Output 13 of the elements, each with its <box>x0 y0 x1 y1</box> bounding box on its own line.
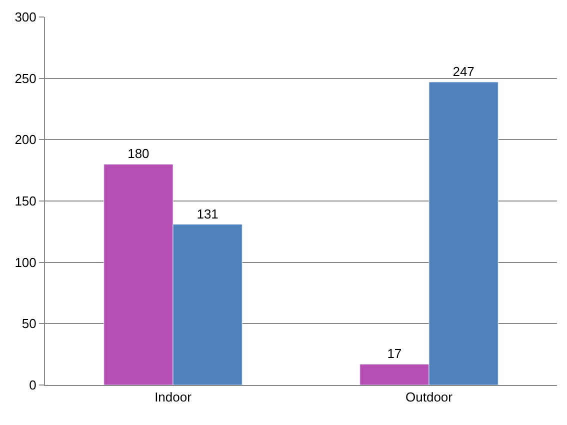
data-label: 131 <box>196 206 218 222</box>
x-tick-label: Indoor <box>154 390 192 405</box>
y-tick-label: 200 <box>14 132 36 148</box>
y-tick-label: 100 <box>14 254 36 270</box>
data-label: 247 <box>452 64 474 80</box>
x-tick-label: Outdoor <box>406 390 454 405</box>
y-tick-label: 0 <box>29 378 36 393</box>
y-tick-label: 150 <box>14 194 36 209</box>
data-label: 17 <box>387 346 402 362</box>
y-tick-label: 50 <box>22 316 36 332</box>
y-tick-label: 300 <box>14 10 36 25</box>
y-tick-label: 250 <box>14 70 36 86</box>
data-label: 180 <box>128 146 150 162</box>
